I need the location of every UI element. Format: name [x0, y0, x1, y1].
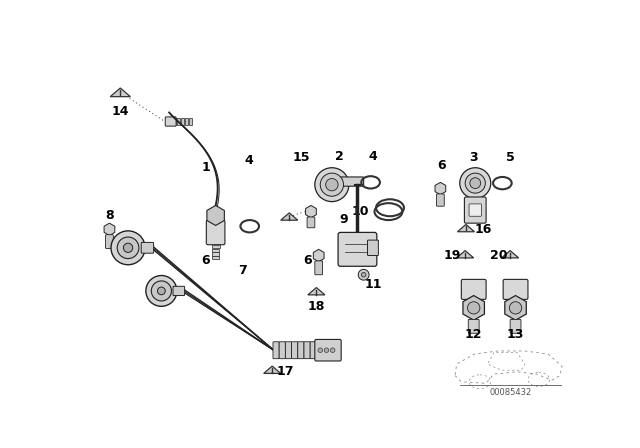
- Circle shape: [117, 237, 139, 258]
- FancyBboxPatch shape: [212, 245, 220, 248]
- Polygon shape: [457, 250, 474, 258]
- Text: 10: 10: [352, 205, 369, 218]
- Circle shape: [465, 173, 485, 193]
- Circle shape: [157, 287, 165, 295]
- Text: 14: 14: [111, 105, 129, 118]
- FancyBboxPatch shape: [184, 118, 188, 125]
- FancyBboxPatch shape: [469, 204, 481, 216]
- Text: 7: 7: [238, 264, 247, 277]
- Text: 13: 13: [507, 328, 524, 341]
- Circle shape: [315, 168, 349, 202]
- Circle shape: [320, 173, 344, 196]
- FancyBboxPatch shape: [310, 342, 316, 359]
- FancyBboxPatch shape: [212, 249, 220, 252]
- FancyBboxPatch shape: [315, 261, 323, 275]
- FancyBboxPatch shape: [285, 342, 292, 359]
- Text: 00085432: 00085432: [489, 388, 531, 397]
- Polygon shape: [281, 213, 298, 220]
- Text: 18: 18: [308, 300, 325, 313]
- FancyBboxPatch shape: [465, 197, 486, 223]
- Text: 4: 4: [369, 150, 378, 163]
- Text: 4: 4: [244, 154, 253, 167]
- FancyBboxPatch shape: [510, 319, 521, 333]
- FancyBboxPatch shape: [177, 118, 180, 125]
- FancyBboxPatch shape: [212, 256, 219, 259]
- FancyBboxPatch shape: [461, 280, 486, 299]
- FancyBboxPatch shape: [298, 342, 304, 359]
- Polygon shape: [435, 182, 445, 195]
- Text: 6: 6: [303, 254, 312, 267]
- Circle shape: [330, 348, 335, 353]
- Text: 3: 3: [469, 151, 478, 164]
- Circle shape: [151, 281, 172, 301]
- FancyBboxPatch shape: [173, 118, 176, 125]
- Text: 8: 8: [105, 209, 114, 222]
- FancyBboxPatch shape: [315, 340, 341, 361]
- Polygon shape: [264, 366, 281, 374]
- Circle shape: [362, 272, 366, 277]
- FancyBboxPatch shape: [165, 117, 176, 126]
- FancyBboxPatch shape: [307, 217, 315, 228]
- FancyBboxPatch shape: [339, 177, 364, 186]
- FancyBboxPatch shape: [367, 240, 378, 255]
- Circle shape: [470, 178, 481, 189]
- FancyBboxPatch shape: [106, 235, 113, 249]
- Text: 15: 15: [292, 151, 310, 164]
- Polygon shape: [308, 288, 325, 295]
- Polygon shape: [505, 296, 526, 320]
- Text: 6: 6: [201, 254, 210, 267]
- Text: 6: 6: [437, 159, 445, 172]
- Text: 12: 12: [465, 328, 483, 341]
- Circle shape: [358, 269, 369, 280]
- Circle shape: [124, 243, 132, 252]
- Polygon shape: [305, 206, 316, 218]
- Text: 17: 17: [276, 365, 294, 378]
- Circle shape: [324, 348, 329, 353]
- FancyBboxPatch shape: [141, 242, 154, 253]
- FancyBboxPatch shape: [338, 233, 377, 266]
- Circle shape: [467, 302, 480, 314]
- FancyBboxPatch shape: [292, 342, 298, 359]
- Text: 19: 19: [444, 249, 461, 262]
- Text: 9: 9: [339, 213, 348, 226]
- Polygon shape: [458, 224, 474, 232]
- Circle shape: [326, 178, 338, 191]
- Polygon shape: [502, 250, 518, 258]
- Polygon shape: [463, 296, 484, 320]
- FancyBboxPatch shape: [279, 342, 285, 359]
- FancyBboxPatch shape: [206, 220, 225, 245]
- Text: 5: 5: [506, 151, 515, 164]
- Text: 2: 2: [335, 150, 344, 163]
- FancyBboxPatch shape: [304, 342, 310, 359]
- FancyBboxPatch shape: [180, 118, 184, 125]
- Circle shape: [146, 276, 177, 306]
- Text: 11: 11: [364, 278, 381, 291]
- Circle shape: [318, 348, 323, 353]
- Text: 1: 1: [201, 161, 210, 174]
- FancyBboxPatch shape: [503, 280, 528, 299]
- Polygon shape: [110, 88, 131, 97]
- FancyBboxPatch shape: [212, 252, 219, 255]
- Polygon shape: [104, 223, 115, 236]
- Polygon shape: [207, 206, 225, 225]
- Circle shape: [460, 168, 491, 198]
- Polygon shape: [314, 250, 324, 262]
- Text: 20: 20: [490, 249, 508, 262]
- FancyBboxPatch shape: [468, 319, 479, 333]
- Circle shape: [509, 302, 522, 314]
- FancyBboxPatch shape: [436, 194, 444, 206]
- FancyBboxPatch shape: [173, 286, 184, 296]
- Text: 16: 16: [474, 223, 492, 236]
- FancyBboxPatch shape: [273, 342, 279, 359]
- Circle shape: [111, 231, 145, 265]
- FancyBboxPatch shape: [189, 118, 191, 125]
